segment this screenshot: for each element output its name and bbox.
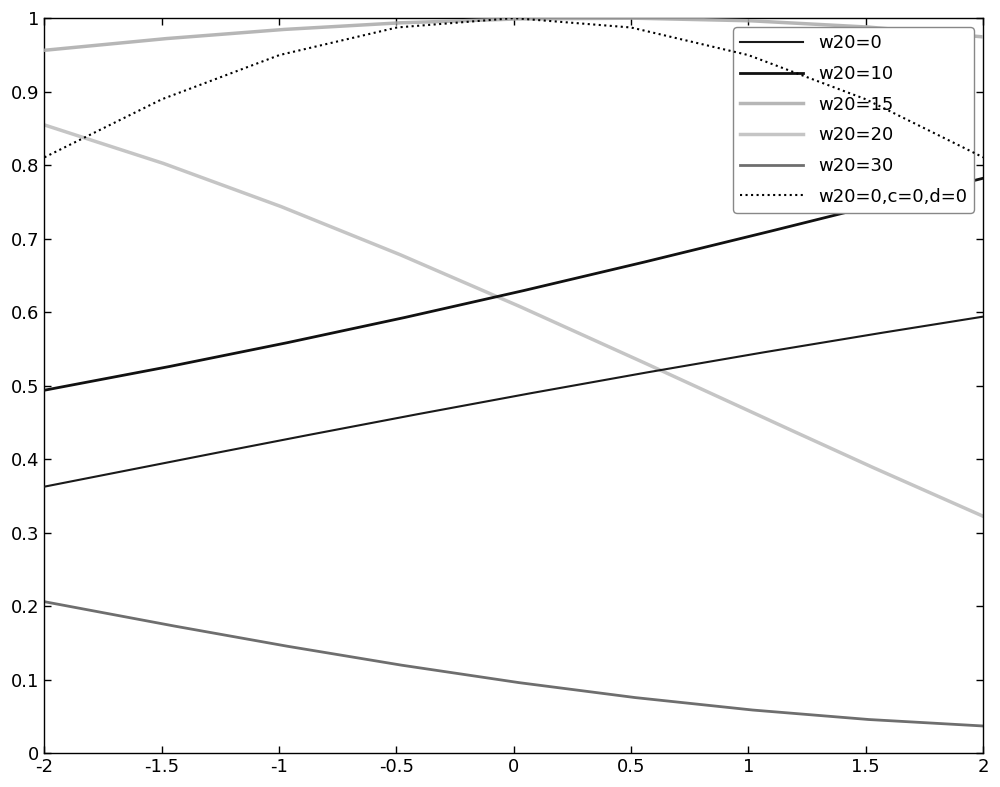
Legend: w20=0, w20=10, w20=15, w20=20, w20=30, w20=0,c=0,d=0: w20=0, w20=10, w20=15, w20=20, w20=30, w…	[733, 27, 974, 212]
